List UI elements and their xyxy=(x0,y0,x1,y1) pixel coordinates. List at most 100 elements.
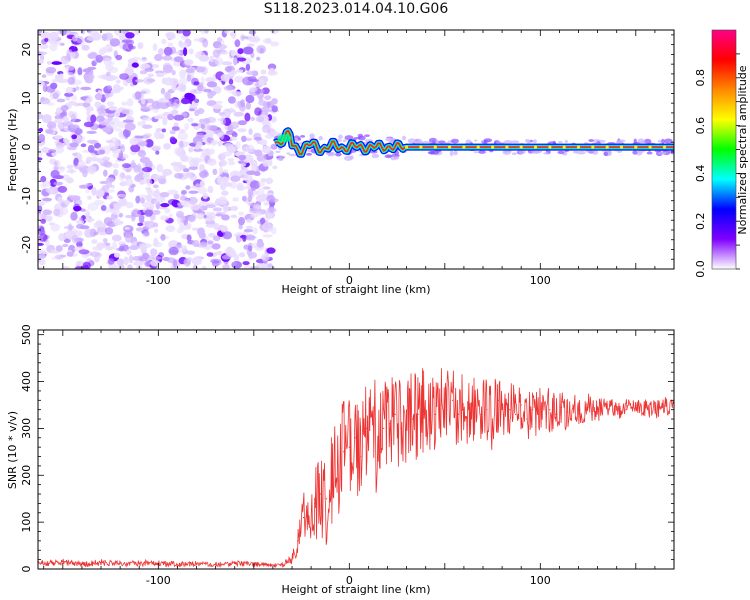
snr-point xyxy=(400,427,402,429)
heatmap-noise-cell xyxy=(174,172,184,179)
heatmap-noise-cell xyxy=(272,165,278,170)
heatmap-signal-spread xyxy=(338,134,343,140)
heatmap-noise-cell xyxy=(71,134,78,140)
snr-y-tick-label: 100 xyxy=(20,512,33,533)
heatmap-signal-spread xyxy=(473,151,478,154)
heatmap-noise-cell xyxy=(179,42,189,49)
heatmap-noise-cell xyxy=(142,173,149,179)
heatmap-signal-spread xyxy=(474,139,478,142)
heatmap-noise-cell xyxy=(256,188,265,197)
heatmap-noise-cell xyxy=(64,66,75,71)
snr-point xyxy=(417,413,419,415)
heatmap-noise-cell xyxy=(270,226,277,235)
heatmap-noise-cell xyxy=(242,76,254,86)
heatmap-noise-cell xyxy=(262,186,271,190)
heatmap-noise-cell xyxy=(187,117,194,123)
heatmap-noise-cell xyxy=(248,128,253,136)
heatmap-noise-cell xyxy=(220,50,229,55)
heatmap-signal-spread xyxy=(503,140,513,145)
heatmap-noise-cell xyxy=(248,251,257,259)
heatmap-noise-cell xyxy=(207,185,214,194)
heatmap-noise-cell xyxy=(228,107,234,112)
heatmap-noise-cell xyxy=(115,54,123,61)
heatmap-noise-cell xyxy=(243,244,250,250)
heatmap-peak-dot xyxy=(519,145,523,149)
heatmap-noise-cell xyxy=(38,81,45,86)
heatmap-noise-cell xyxy=(163,143,171,150)
snr-point xyxy=(388,423,390,425)
heatmap-signal-spread xyxy=(657,151,667,155)
heatmap-noise-cell xyxy=(96,242,107,249)
heatmap-signal-spread xyxy=(300,135,306,138)
heatmap-noise-cell xyxy=(77,160,86,168)
heatmap-noise-cell xyxy=(162,55,173,61)
heatmap-noise-cell xyxy=(238,154,247,161)
heatmap-noise-cell xyxy=(40,175,47,183)
heatmap-noise-cell xyxy=(242,195,247,202)
snr-point xyxy=(486,409,488,411)
heatmap-signal-spread xyxy=(357,133,363,138)
heatmap-noise-cell xyxy=(112,149,121,154)
heatmap-noise-cell xyxy=(51,78,63,83)
heatmap-noise-cell xyxy=(106,71,111,77)
heatmap-noise-cell xyxy=(98,49,106,56)
snr-point xyxy=(537,413,540,415)
heatmap-noise-cell xyxy=(138,214,145,224)
heatmap-noise-cell xyxy=(119,194,126,198)
snr-point xyxy=(354,437,356,439)
heatmap-noise-cell xyxy=(48,149,56,154)
heatmap-noise-cell xyxy=(255,194,266,202)
heatmap-noise-cell xyxy=(160,203,170,208)
heatmap-noise-cell xyxy=(193,38,202,42)
heatmap-noise-cell xyxy=(142,117,147,125)
heatmap-noise-cell xyxy=(169,129,176,135)
snr-point xyxy=(597,409,599,411)
snr-point xyxy=(492,418,494,420)
heatmap-signal-spread xyxy=(465,139,472,144)
heatmap-noise-cell xyxy=(112,117,120,124)
heatmap-noise-cell xyxy=(94,142,101,149)
heatmap-noise-cell xyxy=(94,101,102,108)
heatmap-noise-cell xyxy=(181,189,187,195)
heatmap-noise-cell xyxy=(131,209,142,218)
heatmap-noise-cell xyxy=(40,218,46,224)
heatmap-noise-cell xyxy=(38,127,44,132)
heatmap-x-tick-label: 100 xyxy=(530,274,551,287)
heatmap-noise-cell xyxy=(220,117,226,126)
snr-point xyxy=(555,413,557,415)
heatmap-noise-cell xyxy=(228,78,234,85)
heatmap-noise-cell xyxy=(242,235,247,242)
heatmap-peak-dot xyxy=(405,145,409,149)
heatmap-noise-cell xyxy=(167,42,174,47)
heatmap-noise-cell xyxy=(219,160,228,167)
heatmap-noise-cell xyxy=(205,224,216,228)
heatmap-peak-dot xyxy=(533,145,538,149)
heatmap-signal-spread xyxy=(615,140,623,144)
heatmap-noise-cell xyxy=(230,175,241,182)
heatmap-noise-cell xyxy=(86,130,97,134)
heatmap-noise-cell xyxy=(60,105,69,112)
heatmap-noise-cell xyxy=(207,240,214,245)
heatmap-noise-cell xyxy=(57,121,65,130)
heatmap-noise-cell xyxy=(66,164,74,169)
heatmap-noise-cell xyxy=(119,30,126,34)
heatmap-noise-cell xyxy=(53,208,61,217)
heatmap-noise-cell xyxy=(41,74,47,78)
heatmap-noise-cell xyxy=(108,141,120,150)
heatmap-noise-cell xyxy=(186,250,196,255)
heatmap-x-tick-label: 0 xyxy=(346,274,353,287)
heatmap-noise-cell xyxy=(258,180,266,187)
heatmap-y-tick-label: 10 xyxy=(20,91,33,105)
heatmap-noise-cell xyxy=(139,243,148,251)
snr-point xyxy=(337,479,339,481)
heatmap-noise-cell xyxy=(170,77,179,87)
heatmap-noise-cell xyxy=(173,193,180,200)
heatmap-noise-cell xyxy=(162,116,168,126)
heatmap-noise-cell xyxy=(194,183,201,191)
snr-point xyxy=(348,446,350,448)
heatmap-noise-cell xyxy=(246,218,252,224)
heatmap-noise-cell xyxy=(221,61,233,66)
heatmap-noise-cell xyxy=(256,154,264,162)
snr-point xyxy=(625,409,627,411)
heatmap-noise-cell xyxy=(57,185,68,193)
